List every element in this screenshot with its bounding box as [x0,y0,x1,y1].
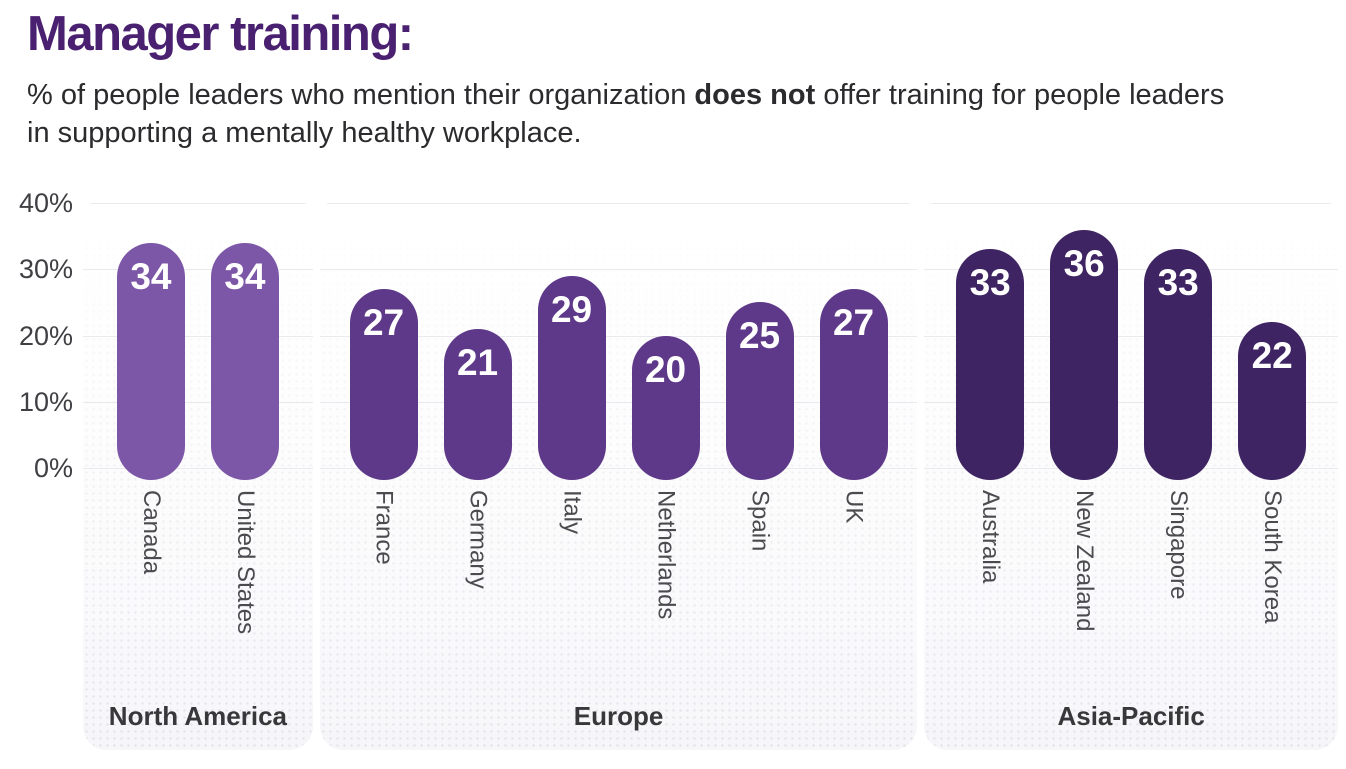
region-label-europe: Europe [573,701,664,731]
bar-value-label: 34 [130,255,172,297]
bar-spain: 25 [725,302,794,480]
bar-column-netherlands: 20 Netherlands [631,203,700,620]
bar-france: 27 [349,289,418,480]
bar-slot: 33 [956,203,1025,480]
bar-slot: 33 [1144,203,1213,480]
grid-line [319,203,918,204]
bar-slot: 34 [116,203,185,480]
bars-row: 33 Australia 36 New Zealand 33 Singapore 22 Sou… [924,203,1338,631]
bar-uk: 27 [819,289,888,480]
bar-slot: 27 [819,203,888,480]
country-label-germany: Germany [464,490,492,589]
country-label-singapore: Singapore [1165,490,1193,600]
bar-value-label: 29 [550,288,593,330]
y-tick-label: 20% [18,320,73,351]
grid-line [319,269,918,271]
bar-value-label: 27 [362,302,405,344]
country-label-netherlands: Netherlands [652,490,680,620]
bar-value-label: 21 [456,341,499,383]
bar-value-label: 20 [644,348,687,390]
country-label-south-korea: South Korea [1259,490,1287,624]
bar-canada: 34 [116,242,185,480]
bar-column-canada: 34 Canada [116,203,185,575]
bar-south-korea: 22 [1238,322,1307,480]
chart-subtitle: % of people leaders who mention their or… [27,76,1247,152]
grid-line [83,401,313,403]
region-panel-north-america: 34 Canada 34 United States North America [83,203,313,750]
y-axis: 0% 10% 20% 30% 40% [0,188,73,483]
grid-line [924,401,1338,403]
bar-column-uk: 27 UK [819,203,888,524]
bar-slot: 21 [443,203,512,480]
bar-column-singapore: 33 Singapore [1144,203,1213,600]
bar-value-label: 25 [738,315,781,357]
bar-slot: 34 [210,203,279,480]
bar-value-label: 34 [224,255,266,297]
subtitle-bold-phrase: does not [694,78,816,111]
bar-italy: 29 [537,275,606,480]
bar-slot: 20 [631,203,700,480]
grid-line [83,203,313,204]
bar-value-label: 36 [1063,242,1105,284]
bar-column-south-korea: 22 South Korea [1238,203,1307,624]
grid-line [319,335,918,337]
grid-line [924,269,1338,271]
region-label-north-america: North America [108,701,287,731]
country-label-italy: Italy [558,490,586,535]
bar-column-united-states: 34 United States [210,203,279,635]
country-label-france: France [370,490,398,565]
grid-line [924,203,1338,204]
grid-line [319,468,918,469]
chart-header: Manager training: % of people leaders wh… [27,7,1317,152]
country-label-uk: UK [840,490,868,524]
bar-column-spain: 25 Spain [725,203,794,552]
page-title: Manager training: [27,7,414,61]
grid-line [924,468,1338,469]
subtitle-suffix: offer training for people leaders in sup… [27,78,1225,149]
grid-line [83,269,313,271]
country-label-united-states: United States [231,490,259,635]
grid-line [83,335,313,337]
region-label-asia-pacific: Asia-Pacific [1057,701,1205,731]
bar-slot: 25 [725,203,794,480]
grid-line [319,401,918,403]
country-label-new-zealand: New Zealand [1071,490,1099,632]
bar-value-label: 33 [969,262,1011,304]
bar-new-zealand: 36 [1050,229,1119,480]
bar-column-australia: 33 Australia [956,203,1025,584]
bar-slot: 36 [1050,203,1119,480]
bar-singapore: 33 [1144,249,1213,480]
bars-row: 34 Canada 34 United States [83,203,313,634]
bar-column-germany: 21 Germany [443,203,512,589]
subtitle-prefix: % of people leaders who mention their or… [27,78,695,111]
region-panel-europe: 27 France 21 Germany 29 Italy 20 Netherlands 25 S… [319,203,918,750]
bar-united-states: 34 [210,242,279,480]
bars-row: 27 France 21 Germany 29 Italy 20 Netherlands 25 S… [320,203,918,619]
bar-slot: 27 [349,203,418,480]
region-panel-asia-pacific: 33 Australia 36 New Zealand 33 Singapore 22 Sou… [924,203,1338,750]
bar-column-france: 27 France [349,203,418,565]
bar-slot: 29 [537,203,606,480]
bar-australia: 33 [956,249,1025,480]
bar-value-label: 22 [1251,335,1293,377]
grid-line [83,468,313,469]
bar-column-new-zealand: 36 New Zealand [1050,203,1119,632]
country-label-canada: Canada [137,490,165,575]
country-label-spain: Spain [746,490,774,552]
y-tick-label: 30% [18,254,73,285]
bar-value-label: 27 [832,302,875,344]
bar-column-italy: 29 Italy [537,203,606,535]
bar-netherlands: 20 [631,335,700,480]
y-tick-label: 10% [18,386,73,417]
panels-row: 34 Canada 34 United States North America 27 Fr… [83,203,1338,750]
bar-germany: 21 [443,328,512,480]
country-label-australia: Australia [977,490,1005,584]
y-tick-label: 40% [18,188,73,218]
y-tick-label: 0% [33,453,73,483]
bar-slot: 22 [1238,203,1307,480]
bar-value-label: 33 [1157,262,1199,304]
grid-line [924,335,1338,337]
